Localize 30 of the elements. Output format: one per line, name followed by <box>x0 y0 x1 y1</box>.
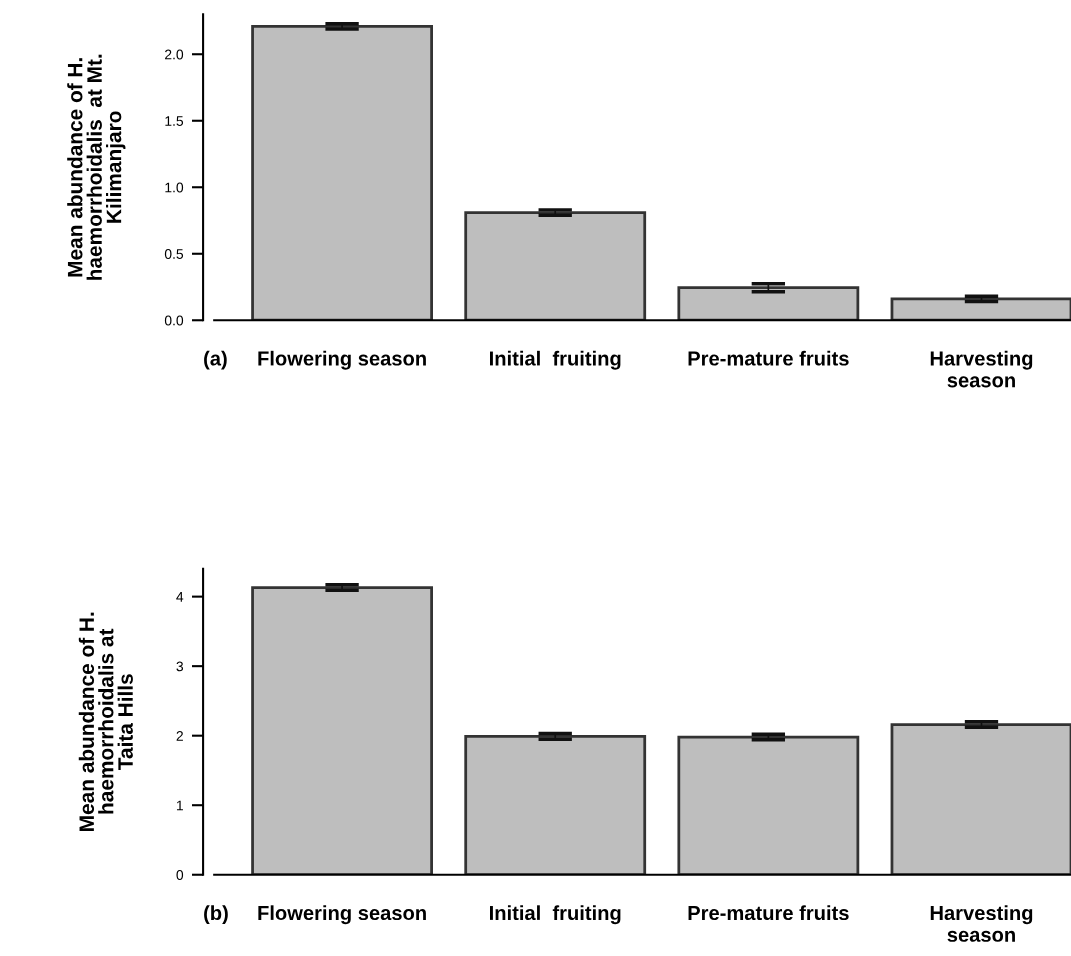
bar <box>251 586 433 875</box>
x-tick-label: Harvesting season <box>930 905 1033 942</box>
y-tick-label: 0.5 <box>164 249 184 259</box>
y-tick-label: 0.0 <box>164 315 184 326</box>
x-tick-label: Flowering season <box>258 905 426 925</box>
text: (b) <box>204 905 228 925</box>
x-tick-label: Harvesting season <box>930 350 1033 388</box>
y-tick-label: 1.0 <box>165 182 184 193</box>
y-axis-title: Mean abundance of H. haemorrhoidalis at Mt. Kilimanjaro <box>67 54 126 280</box>
y-tick-label: 2.0 <box>165 49 184 60</box>
bar <box>890 723 1071 875</box>
y-tick-label: 3 <box>176 661 184 672</box>
bar <box>677 735 860 875</box>
y-tick-label: 2 <box>176 731 183 741</box>
text: (a) <box>204 350 227 370</box>
bar <box>251 24 433 321</box>
x-tick-label: Initial fruiting <box>490 905 621 925</box>
bar <box>464 211 647 321</box>
bar <box>464 734 647 875</box>
y-tick-label: 1.5 <box>165 116 184 126</box>
x-tick-label: Pre-mature fruits <box>688 905 849 921</box>
x-tick-label: Flowering season <box>258 350 426 370</box>
x-tick-label: Initial fruiting <box>490 350 621 370</box>
y-tick-label: 1 <box>176 800 183 811</box>
y-tick-label: 4 <box>176 592 184 602</box>
bar <box>890 297 1071 321</box>
y-tick-label: 0 <box>176 870 184 880</box>
x-tick-label: Pre-mature fruits <box>688 350 849 366</box>
bar <box>677 286 860 321</box>
y-axis-title: Mean abundance of H. haemorrhoidalis at Taita Hills <box>78 612 133 831</box>
